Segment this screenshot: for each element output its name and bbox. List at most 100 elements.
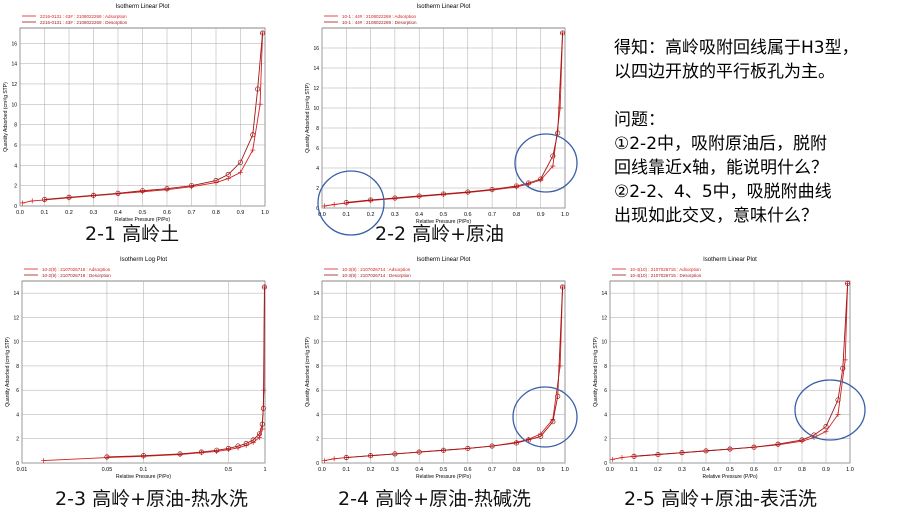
y-tick-label: 2 [604, 437, 607, 443]
highlight-circle [514, 133, 578, 193]
point [392, 195, 398, 201]
x-axis-label: Relative Pressure (P/Po) [416, 219, 471, 225]
x-tick-label: 0.4 [415, 212, 423, 218]
point [489, 186, 495, 193]
y-tick-label: 4 [16, 412, 19, 418]
chart: 0.0 0.1 0.2 0.3 0.4 0.5 0.6 0.7 0.8 0.9 1.0 0 2 4 6 8 10… [305, 257, 569, 480]
x-tick-label: 0.5 [139, 210, 147, 216]
x-tick-label: 0.3 [391, 212, 399, 218]
point [188, 183, 195, 189]
point [557, 105, 563, 111]
note-line: ②2-2、4、5中，吸脱附曲线 [614, 182, 832, 202]
x-tick-label: 0.0 [318, 212, 326, 218]
point [775, 441, 781, 447]
x-tick-label: 0.5 [440, 467, 448, 473]
x-tick-label: 0.8 [798, 467, 806, 473]
point [440, 447, 447, 453]
x-tick-label: 0.1 [630, 467, 638, 473]
point [343, 454, 349, 461]
point [177, 451, 183, 457]
point [259, 30, 266, 36]
point [115, 190, 121, 196]
chart: 0.0 0.1 0.2 0.3 0.4 0.5 0.6 0.7 0.8 0.9 1.0 0 2 4 6 8 10… [305, 4, 569, 225]
point [331, 202, 337, 207]
point [214, 447, 220, 453]
x-tick-label: 1.0 [261, 210, 269, 216]
x-tick-label: 0.1 [140, 467, 148, 473]
notes: 得知：高岭吸附回线属于H3型， 以四边开放的平行板孔为主。 问题： ①2-2中，… [614, 36, 896, 228]
y-tick-label: 8 [316, 364, 319, 370]
y-tick-label: 14 [13, 291, 19, 297]
point [525, 180, 532, 186]
x-tick-label: 0.9 [537, 467, 545, 473]
x-tick-label: 0.05 [102, 467, 113, 473]
y-tick-label: 8 [604, 364, 607, 370]
x-tick-label: 0.01 [17, 467, 28, 473]
x-tick-label: 0.0 [606, 467, 614, 473]
legend-label: 10-4(10) : 2107026715 : Desorption [630, 273, 702, 278]
point [609, 456, 615, 462]
point [104, 454, 110, 460]
point [655, 451, 661, 458]
point [835, 397, 841, 403]
point [416, 449, 422, 455]
y-tick-label: 8 [14, 123, 17, 129]
point [256, 431, 262, 437]
x-tick-label: 0.2 [367, 467, 375, 473]
chart-title: Isotherm Linear Plot [703, 257, 757, 263]
x-tick-label: 0.1 [342, 212, 350, 218]
y-tick-label: 6 [14, 143, 17, 149]
y-tick-label: 0 [316, 206, 319, 212]
point [213, 178, 219, 184]
y-tick-label: 16 [11, 41, 17, 47]
y-tick-label: 12 [11, 82, 17, 88]
y-tick-label: 10 [601, 340, 607, 346]
y-tick-label: 6 [316, 146, 319, 152]
point [321, 458, 327, 464]
point [513, 183, 519, 189]
point [41, 196, 48, 202]
point [343, 199, 349, 206]
chart: 0.0 0.1 0.2 0.3 0.4 0.5 0.6 0.7 0.8 0.9 1.0 0 2 4 6 8 10… [593, 257, 854, 480]
point [260, 405, 266, 411]
x-tick-label: 0.2 [65, 210, 73, 216]
x-tick-label: 0.9 [237, 210, 245, 216]
point [392, 451, 398, 457]
point [538, 433, 544, 439]
y-tick-label: 14 [313, 291, 319, 297]
highlight-circles [317, 133, 866, 448]
point [835, 411, 841, 417]
y-tick-label: 2 [316, 186, 319, 192]
y-tick-label: 14 [601, 291, 607, 297]
point [238, 169, 243, 175]
point [29, 198, 35, 204]
y-axis-label: Quantity Adsorbed (cm³/g STP) [3, 82, 9, 152]
series-line [43, 287, 265, 462]
y-tick-label: 2 [316, 437, 319, 443]
x-tick-label: 1.0 [561, 467, 569, 473]
y-tick-label: 4 [316, 166, 319, 172]
point [140, 453, 147, 459]
chart-title: Isotherm Linear Plot [417, 257, 471, 263]
y-axis-label: Quantity Adsorbed (cm³/g STP) [305, 337, 311, 407]
legend-label: 10-1 : 44# : 2108022269 : Adsorption [342, 14, 417, 19]
caption: 2-4 高岭+原油-热碱洗 [338, 488, 531, 510]
point [703, 448, 709, 454]
y-tick-label: 0 [14, 204, 17, 210]
y-tick-label: 4 [316, 412, 319, 418]
x-tick-label: 0.8 [212, 210, 220, 216]
x-tick-label: 0.0 [16, 210, 24, 216]
x-tick-label: 0.9 [822, 467, 830, 473]
x-tick-label: 0.8 [513, 467, 521, 473]
series-line [106, 287, 265, 458]
y-tick-label: 2 [14, 184, 17, 190]
caption: 2-3 高岭+原油-热水洗 [55, 488, 248, 510]
point [255, 86, 261, 92]
highlight-circle [794, 379, 866, 441]
series-line [346, 287, 564, 458]
point [250, 132, 256, 138]
point [465, 445, 471, 451]
point [66, 194, 72, 200]
